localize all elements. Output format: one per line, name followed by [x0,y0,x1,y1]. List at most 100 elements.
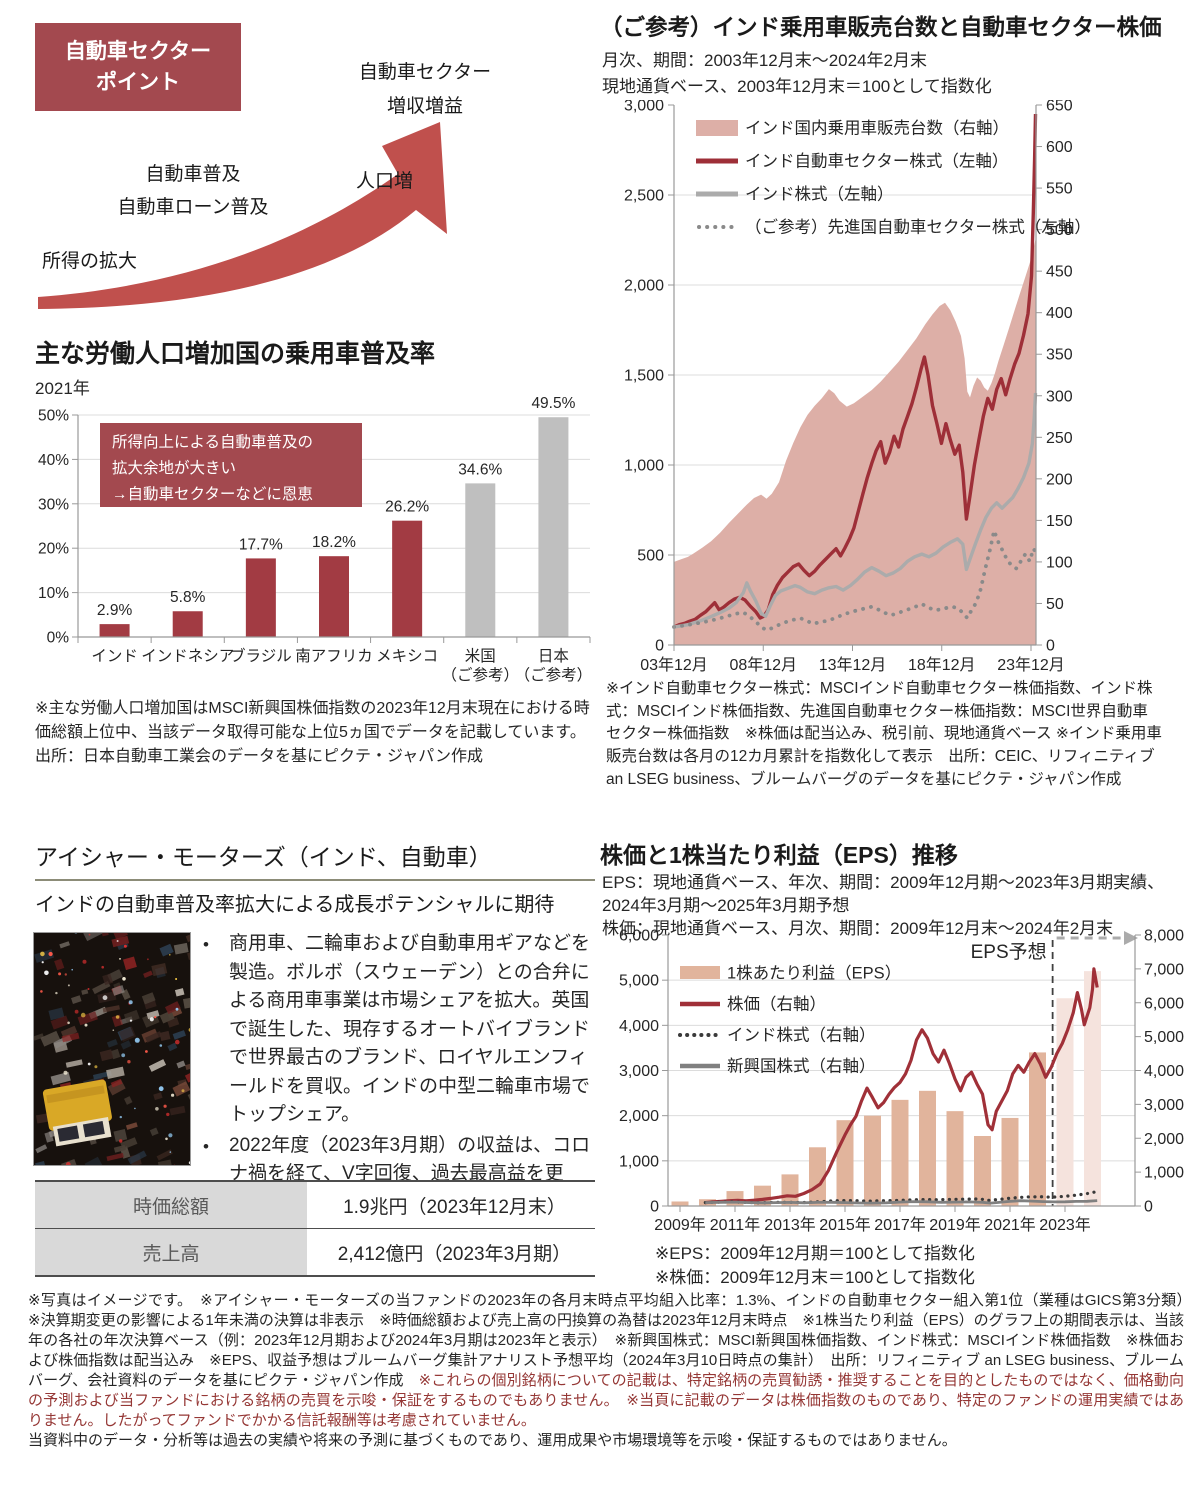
eps-chart-subtitle: EPS：現地通貨ベース、年次、期間：2009年12月期～2023年3月期実績、 … [602,871,1187,940]
svg-text:50%: 50% [38,408,69,425]
svg-text:400: 400 [1046,305,1073,322]
left-axis-labels: 0 500 1,000 1,500 2,000 2,500 3,000 [624,100,664,655]
svg-text:2,500: 2,500 [624,188,664,205]
legend: 1株あたり利益（EPS） 株価（右軸） インド株式（右軸） 新興国株式（右軸） [678,964,901,1076]
svg-text:（ご参考）先進国自動車セクター株式（左軸）: （ご参考）先進国自動車セクター株式（左軸） [745,218,1091,237]
svg-text:150: 150 [1046,513,1073,530]
growth-arrow-body [38,122,447,309]
penetration-chart-footnote: ※主な労働人口増加国はMSCI新興国株価指数の2023年12月末現在における時価… [35,697,597,769]
svg-text:550: 550 [1046,181,1073,198]
svg-text:1株あたり利益（EPS）: 1株あたり利益（EPS） [727,964,901,983]
diagram-start-label: 所得の拡大 [42,251,138,272]
eps-chart-title: 株価と1株当たり利益（EPS）推移 [600,842,958,868]
svg-text:34.6%: 34.6% [458,461,502,478]
svg-text:500: 500 [1046,222,1073,239]
svg-text:2023年: 2023年 [1039,1216,1091,1234]
disclaimer-segment: ※写真はイメージです。 ※アイシャー・モーターズの当ファンドの2023年の各月末… [28,1292,1200,1389]
svg-text:2019年: 2019年 [929,1216,981,1234]
legend: インド国内乗用車販売台数（右軸） インド自動車セクター株式（左軸） インド株式（左軸… [696,119,1091,237]
svg-text:650: 650 [1046,100,1073,115]
svg-text:300: 300 [1046,388,1073,405]
svg-text:30%: 30% [38,496,69,513]
bullet-item: • 商用車、二輪車および自動車用ギアなどを製造。ボルボ（スウェーデン）との合弁によ… [203,930,597,1130]
svg-text:26.2%: 26.2% [385,499,429,516]
table-row: 売上高 2,412億円（2023年3月期） [35,1229,595,1277]
disclaimer: ※写真はイメージです。 ※アイシャー・モーターズの当ファンドの2023年の各月末… [28,1291,1199,1451]
svg-text:拡大余地が大きい: 拡大余地が大きい [112,458,236,477]
penetration-chart-title: 主な労働人口増加国の乗用車普及率 [35,340,436,368]
svg-text:0: 0 [650,1199,659,1216]
svg-text:2,000: 2,000 [1144,1131,1184,1148]
sales-chart-title: （ご参考）インド乗用車販売台数と自動車セクター株価 [600,15,1162,40]
mid-line1: 自動車普及 [145,164,241,185]
forecast-divider: EPS予想 [971,931,1138,1206]
svg-text:所得向上による自動車普及の: 所得向上による自動車普及の [112,433,313,451]
series-lines [703,967,1099,1205]
bullet-text: 2022年度（2023年3月期）の収益は、コロナ禍を経て、V字回復、過去最高益を… [229,1134,591,1213]
axes [668,104,1042,651]
x-axis-labels: 03年12月 08年12月 13年12月 18年12月 23年12月 [640,656,1065,674]
svg-text:500: 500 [637,548,664,565]
growth-arrow [38,122,447,309]
svg-text:200: 200 [1046,471,1073,488]
eps-bars [671,971,1101,1206]
eps-note1: ※EPS：2009年12月期＝100として指数化 [655,1244,975,1263]
svg-text:（ご参考）: （ご参考） [515,666,593,684]
eps-subtitle-line3: 株価：現地通貨ベース、月次、期間：2009年12月末～2024年2月末 [602,919,1114,939]
svg-text:1,500: 1,500 [624,368,664,385]
eps-subtitle-line1: EPS：現地通貨ベース、年次、期間：2009年12月期～2023年3月期実績、 [602,873,1165,892]
svg-text:08年12月: 08年12月 [729,656,797,674]
svg-text:2,000: 2,000 [619,1108,659,1125]
svg-text:インドネシア: インドネシア [141,647,234,665]
svg-text:4,000: 4,000 [619,1018,659,1035]
svg-text:ブラジル: ブラジル [230,646,292,665]
sector-point-box: 自動車セクター ポイント [35,23,241,111]
svg-text:600: 600 [1046,139,1073,156]
svg-text:350: 350 [1046,347,1073,364]
disclaimer-segment: 当資料中のデータ・分析等は過去の実績や将来の予測に基づくものであり、運用成果や市… [28,1431,957,1449]
svg-text:3,000: 3,000 [624,100,664,115]
right-axis-labels: 0 50 100 150 200 250 300 350 400 450 500 550 600 650 [1046,100,1073,655]
traffic-photo [33,932,191,1166]
svg-text:2011年: 2011年 [710,1216,760,1234]
table-value-revenue: 2,412億円（2023年3月期） [337,1243,572,1265]
sales-chart-subtitle: 月次、期間：2003年12月末～2024年2月末 現地通貨ベース、2003年12… [602,48,992,99]
svg-text:17.7%: 17.7% [239,536,283,553]
svg-text:インド自動車セクター株式（左軸）: インド自動車セクター株式（左軸） [745,152,1008,171]
svg-text:250: 250 [1046,430,1073,447]
mid-line2: 自動車ローン普及 [117,197,269,219]
table-row: 時価総額 1.9兆円（2023年12月末） [35,1182,595,1229]
svg-text:20%: 20% [38,541,69,558]
bullet-icon: • [203,1136,209,1156]
table-label-revenue: 売上高 [35,1229,307,1275]
axes [72,414,591,643]
eps-chart: EPS予想 0 1,000 2,000 3,000 4,000 5,000 6,000 0 1,0… [619,928,1184,1234]
sales-area [674,239,1036,645]
y-axis-labels: 0% 10% 20% 30% 40% 50% [38,408,69,647]
svg-text:6,000: 6,000 [1144,995,1184,1012]
diagram-arrow-label: 人口増 [356,171,414,192]
svg-text:7,000: 7,000 [1144,961,1184,978]
svg-text:メキシコ: メキシコ [376,648,438,665]
right-axis-labels: 0 1,000 2,000 3,000 4,000 5,000 6,000 7,000 8,00… [1144,928,1184,1216]
eicher-bullets: • 商用車、二輪車および自動車用ギアなどを製造。ボルボ（スウェーデン）との合弁によ… [203,930,597,1219]
svg-text:18年12月: 18年12月 [908,656,976,674]
svg-text:10%: 10% [38,585,69,602]
svg-text:18.2%: 18.2% [312,534,356,551]
svg-text:2009年: 2009年 [654,1216,706,1234]
svg-text:2,000: 2,000 [624,278,664,295]
svg-text:40%: 40% [38,452,69,469]
left-axis-labels: 0 1,000 2,000 3,000 4,000 5,000 6,000 [619,928,659,1216]
eicher-subtitle: インドの自動車普及率拡大による成長ポテンシャルに期待 [35,894,555,916]
bullet-icon: • [203,935,209,954]
series-lines [672,113,1038,633]
svg-text:インド株式（右軸）: インド株式（右軸） [727,1026,876,1045]
penetration-note: ※主な労働人口増加国はMSCI新興国株価指数の2023年12月末現在における時価… [35,700,590,741]
svg-text:1,000: 1,000 [619,1153,659,1170]
sales-chart-subtitle-line2: 現地通貨ベース、2003年12月末＝100として指数化 [602,76,992,96]
svg-text:3,000: 3,000 [1144,1097,1184,1114]
svg-text:5,000: 5,000 [619,973,659,990]
